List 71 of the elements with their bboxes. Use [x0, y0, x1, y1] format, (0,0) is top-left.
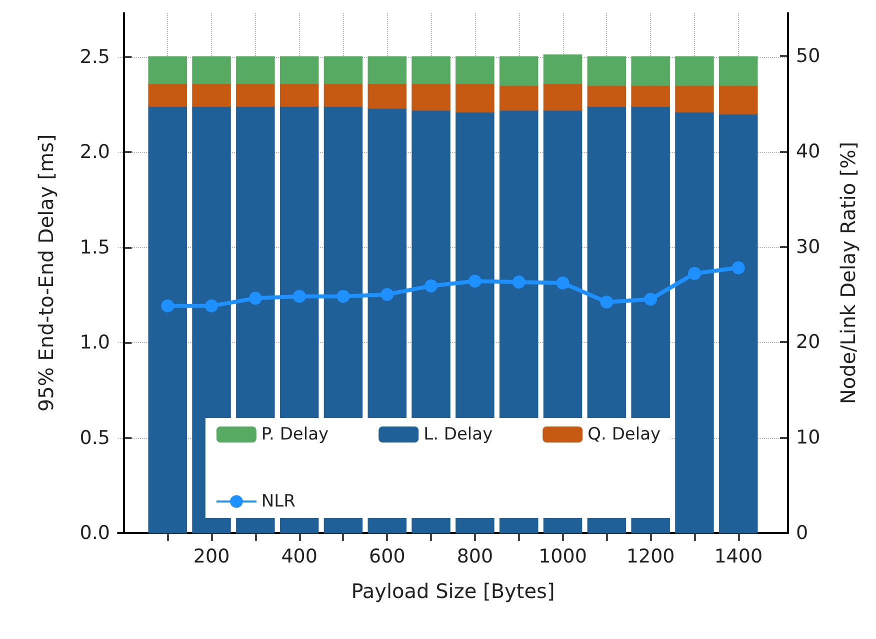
point [600, 296, 614, 309]
y2-tick-label: 30 [796, 236, 820, 258]
bar [280, 56, 319, 84]
point [468, 274, 482, 288]
bar [456, 82, 494, 113]
point [248, 292, 262, 305]
y-tick-label: 2.0 [80, 141, 110, 164]
point [512, 276, 526, 289]
x-tick-label: 1000 [538, 546, 587, 568]
y2-tick-label: 50 [796, 44, 820, 67]
bar [543, 54, 582, 84]
x-tick-label: 400 [281, 546, 318, 568]
bar [499, 84, 538, 111]
bar [543, 82, 582, 111]
bar [236, 82, 275, 107]
point [556, 276, 570, 290]
bar [324, 82, 363, 107]
bar [675, 112, 714, 534]
bar [192, 82, 231, 107]
bar [368, 56, 407, 84]
y2-axis-title: Node/Link Delay Ratio [%] [836, 142, 860, 404]
point [336, 290, 350, 303]
y-tick-label: 1.5 [80, 236, 110, 258]
x-tick-label: 600 [369, 546, 406, 568]
bar [148, 106, 187, 534]
bar [280, 82, 319, 107]
point [292, 290, 306, 303]
legend-label: L. Delay [424, 424, 493, 444]
y-tick-label: 0.5 [80, 426, 110, 449]
bar [719, 84, 758, 114]
y2-tick-label: 0 [796, 522, 808, 544]
y-tick-label: 0.0 [80, 522, 110, 544]
bar [148, 82, 187, 107]
x-tick-label: 800 [456, 546, 494, 568]
legend-label: NLR [261, 492, 296, 512]
y2-tick-label: 10 [796, 426, 820, 449]
point [688, 266, 701, 280]
x-axis-title: Payload Size [Bytes] [351, 579, 555, 603]
bar [412, 56, 450, 84]
y-tick-label: 2.5 [80, 46, 110, 68]
bar [719, 113, 758, 534]
y-tick-label: 1.0 [80, 332, 110, 354]
x-tick-label: 1400 [714, 546, 763, 568]
x-tick-label: 200 [193, 546, 230, 568]
y2-tick-label: 20 [796, 331, 820, 354]
bar [499, 56, 538, 86]
point [644, 292, 658, 306]
y2-tick-label: 40 [796, 140, 820, 162]
point [732, 261, 745, 274]
y-axis-title: 95% End-to-End Delay [ms] [34, 134, 58, 412]
bar [368, 82, 407, 109]
bar [719, 56, 758, 86]
bar [675, 84, 714, 113]
point [380, 288, 394, 301]
x-tick-label: 1200 [626, 546, 675, 568]
bar [587, 56, 626, 86]
bar [631, 56, 670, 86]
point [205, 299, 218, 312]
bar [675, 56, 714, 86]
legend-label: P. Delay [261, 424, 329, 444]
bar [456, 56, 494, 84]
bar [631, 84, 670, 107]
point [161, 299, 174, 312]
bar [412, 82, 450, 111]
bar [148, 56, 187, 84]
bar [236, 56, 275, 84]
bar [192, 56, 231, 84]
bar [587, 84, 626, 107]
bar [324, 56, 363, 84]
point [424, 279, 438, 292]
legend-label: Q. Delay [588, 424, 661, 444]
